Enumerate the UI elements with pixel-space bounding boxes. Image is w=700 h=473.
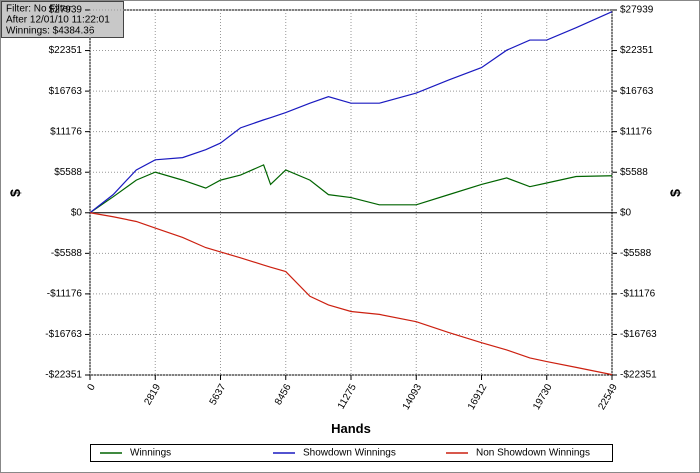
y-tick-label: $16763 [49,86,83,97]
y2-tick-label: -$5588 [620,248,652,259]
y2-tick-label: $27939 [620,5,654,16]
y2-tick-label: $0 [620,207,632,218]
y2-tick-label: -$16763 [620,329,657,340]
legend-label: Showdown Winnings [303,448,396,459]
y-tick-label: -$16763 [45,329,82,340]
y-tick-label: $22351 [49,45,83,56]
y2-tick-label: -$11176 [620,289,656,300]
x-axis-label: Hands [331,421,371,436]
y2-tick-label: -$22351 [620,370,657,381]
info-winnings: Winnings: $4384.36 [6,26,95,37]
legend-label: Non Showdown Winnings [476,448,590,459]
info-filter: Filter: No Filter [6,4,72,15]
series-line [89,212,613,376]
series-line [89,164,613,214]
series-line [89,11,613,214]
y2-axis-label: $ [667,189,683,197]
x-tick-label: 0 [86,382,99,393]
y-tick-label: -$5588 [51,248,83,259]
y2-tick-label: $5588 [620,167,648,178]
y-tick-label: -$11176 [47,289,83,300]
y2-tick-label: $16763 [620,86,654,97]
legend-label: Winnings [130,448,171,459]
y2-tick-label: $22351 [620,45,654,56]
y-tick-label: $0 [71,207,83,218]
legend [90,444,613,462]
info-box [1,1,124,38]
y-tick-label: -$22351 [45,370,82,381]
y2-tick-label: $11176 [620,126,652,137]
y-tick-label: $5588 [54,167,82,178]
y-tick-label: $27939 [49,5,83,16]
info-date: After 12/01/10 11:22:01 [6,15,110,26]
y-tick-label: $11176 [50,126,82,137]
y-axis-label: $ [7,189,23,197]
